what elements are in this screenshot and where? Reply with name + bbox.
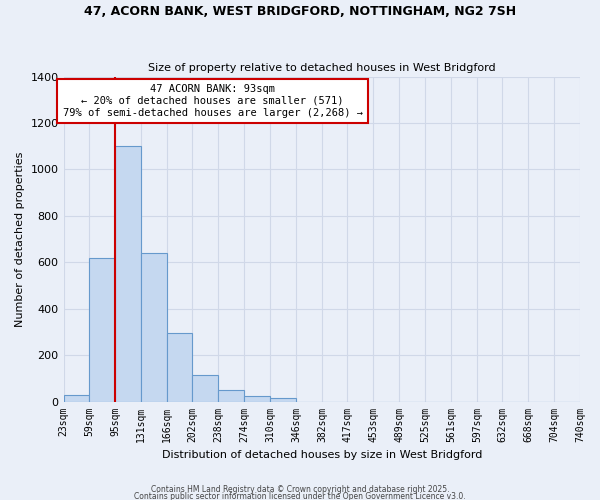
Bar [89,258,115,402]
Bar [244,396,270,402]
Text: 47, ACORN BANK, WEST BRIDGFORD, NOTTINGHAM, NG2 7SH: 47, ACORN BANK, WEST BRIDGFORD, NOTTINGH… [84,5,516,18]
X-axis label: Distribution of detached houses by size in West Bridgford: Distribution of detached houses by size … [161,450,482,460]
Bar [142,253,167,402]
Bar [64,394,89,402]
Text: 47 ACORN BANK: 93sqm
← 20% of detached houses are smaller (571)
79% of semi-deta: 47 ACORN BANK: 93sqm ← 20% of detached h… [62,84,362,117]
Bar [115,146,142,402]
Title: Size of property relative to detached houses in West Bridgford: Size of property relative to detached ho… [148,63,496,73]
Bar [218,390,244,402]
Bar [270,398,296,402]
Y-axis label: Number of detached properties: Number of detached properties [15,152,25,326]
Bar [167,333,193,402]
Text: Contains HM Land Registry data © Crown copyright and database right 2025.: Contains HM Land Registry data © Crown c… [151,486,449,494]
Bar [193,375,218,402]
Text: Contains public sector information licensed under the Open Government Licence v3: Contains public sector information licen… [134,492,466,500]
